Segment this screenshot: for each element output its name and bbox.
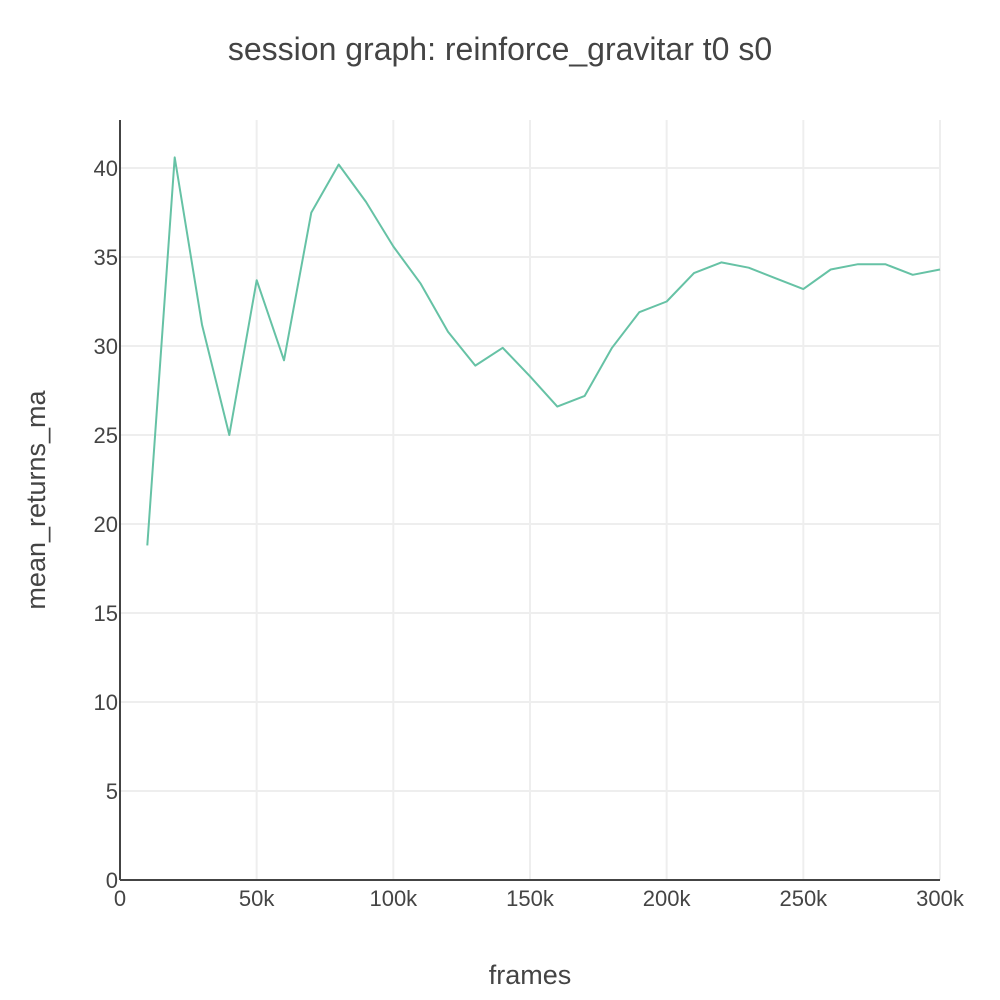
y-tick-label: 40 bbox=[94, 156, 118, 181]
y-tick-label: 10 bbox=[94, 690, 118, 715]
x-tick-label: 250k bbox=[779, 886, 828, 911]
grid-lines bbox=[120, 120, 941, 880]
axes bbox=[119, 120, 940, 881]
chart-title: session graph: reinforce_gravitar t0 s0 bbox=[228, 31, 772, 67]
y-tick-label: 25 bbox=[94, 423, 118, 448]
x-tick-label: 0 bbox=[114, 886, 126, 911]
x-axis-label: frames bbox=[489, 960, 572, 990]
y-tick-label: 15 bbox=[94, 601, 118, 626]
y-axis-label: mean_returns_ma bbox=[21, 389, 51, 609]
series-line bbox=[146, 156, 941, 546]
y-tick-label: 30 bbox=[94, 334, 118, 359]
x-tick-label: 50k bbox=[239, 886, 275, 911]
y-tick-label: 20 bbox=[94, 512, 118, 537]
x-tick-label: 150k bbox=[506, 886, 555, 911]
y-tick-label: 35 bbox=[94, 245, 118, 270]
y-tick-label: 5 bbox=[106, 779, 118, 804]
x-tick-label: 300k bbox=[916, 886, 965, 911]
y-tick-label: 0 bbox=[106, 868, 118, 893]
x-tick-label: 200k bbox=[643, 886, 692, 911]
series-layer bbox=[146, 156, 941, 546]
x-tick-label: 100k bbox=[369, 886, 418, 911]
tick-labels: 0 50k 100k 150k 200k 250k 300k 0 5 10 15 20 25 30 35 40 bbox=[94, 156, 965, 911]
